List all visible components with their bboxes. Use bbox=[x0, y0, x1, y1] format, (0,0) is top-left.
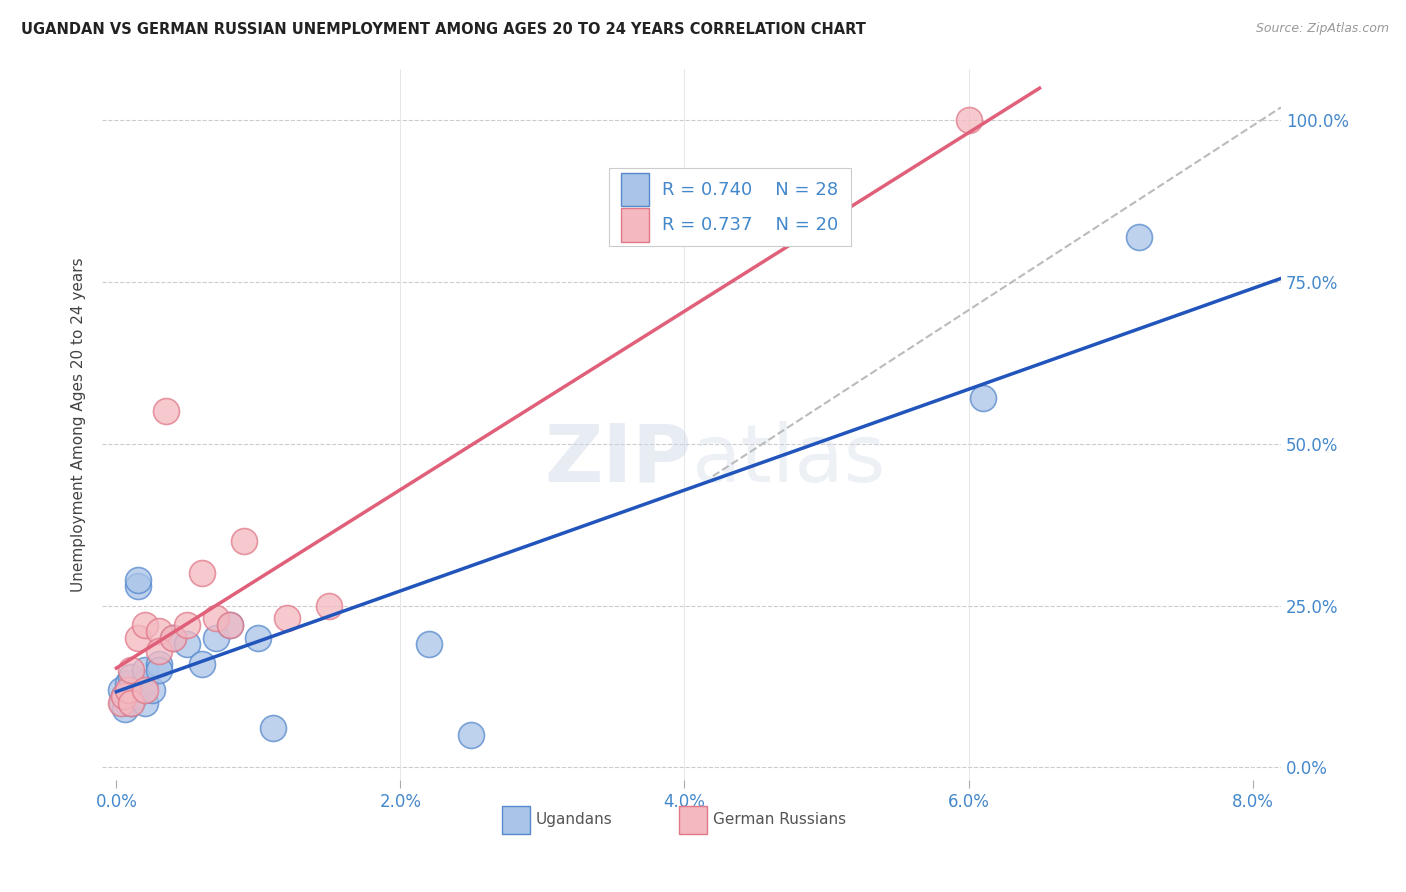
Point bbox=[127, 579, 149, 593]
Point bbox=[262, 722, 284, 736]
Point bbox=[176, 637, 198, 651]
FancyBboxPatch shape bbox=[621, 209, 650, 242]
Point bbox=[134, 676, 156, 690]
Point bbox=[418, 637, 440, 651]
Point bbox=[111, 696, 134, 710]
Text: atlas: atlas bbox=[692, 421, 886, 499]
Point bbox=[117, 682, 139, 697]
Point bbox=[276, 611, 298, 625]
Text: ZIP: ZIP bbox=[544, 421, 692, 499]
Point bbox=[247, 631, 270, 645]
Point bbox=[176, 618, 198, 632]
Point bbox=[124, 689, 146, 703]
FancyBboxPatch shape bbox=[679, 805, 707, 834]
FancyBboxPatch shape bbox=[609, 169, 851, 246]
Text: R = 0.737    N = 20: R = 0.737 N = 20 bbox=[662, 216, 838, 234]
Point bbox=[120, 663, 142, 677]
Point bbox=[162, 631, 184, 645]
Point bbox=[127, 631, 149, 645]
Point bbox=[120, 682, 142, 697]
Text: R = 0.740    N = 28: R = 0.740 N = 28 bbox=[662, 180, 838, 199]
Text: UGANDAN VS GERMAN RUSSIAN UNEMPLOYMENT AMONG AGES 20 TO 24 YEARS CORRELATION CHA: UGANDAN VS GERMAN RUSSIAN UNEMPLOYMENT A… bbox=[21, 22, 866, 37]
Point bbox=[219, 618, 242, 632]
Point bbox=[148, 663, 170, 677]
Point bbox=[148, 624, 170, 639]
Point bbox=[110, 696, 132, 710]
Point bbox=[134, 682, 156, 697]
Point bbox=[219, 618, 242, 632]
Point bbox=[148, 644, 170, 658]
Text: German Russians: German Russians bbox=[713, 812, 846, 827]
Point bbox=[120, 696, 142, 710]
Point bbox=[112, 689, 135, 703]
Point bbox=[155, 404, 177, 418]
Point bbox=[318, 599, 340, 613]
Point bbox=[205, 631, 228, 645]
Point bbox=[114, 702, 136, 716]
Point bbox=[957, 113, 980, 128]
FancyBboxPatch shape bbox=[621, 173, 650, 206]
Point bbox=[120, 696, 142, 710]
Point bbox=[141, 682, 163, 697]
Text: Ugandans: Ugandans bbox=[536, 812, 613, 827]
Point bbox=[112, 689, 135, 703]
Point bbox=[190, 566, 212, 581]
Point bbox=[134, 618, 156, 632]
Point bbox=[190, 657, 212, 671]
Y-axis label: Unemployment Among Ages 20 to 24 years: Unemployment Among Ages 20 to 24 years bbox=[72, 257, 86, 591]
Point bbox=[117, 676, 139, 690]
Point bbox=[460, 728, 482, 742]
Point bbox=[233, 533, 256, 548]
Point bbox=[134, 663, 156, 677]
Point bbox=[110, 682, 132, 697]
Point bbox=[205, 611, 228, 625]
FancyBboxPatch shape bbox=[502, 805, 530, 834]
Point bbox=[134, 696, 156, 710]
Point bbox=[127, 573, 149, 587]
Point bbox=[120, 670, 142, 684]
Point bbox=[148, 657, 170, 671]
Point bbox=[162, 631, 184, 645]
Point bbox=[1128, 229, 1150, 244]
Text: Source: ZipAtlas.com: Source: ZipAtlas.com bbox=[1256, 22, 1389, 36]
Point bbox=[972, 392, 994, 406]
